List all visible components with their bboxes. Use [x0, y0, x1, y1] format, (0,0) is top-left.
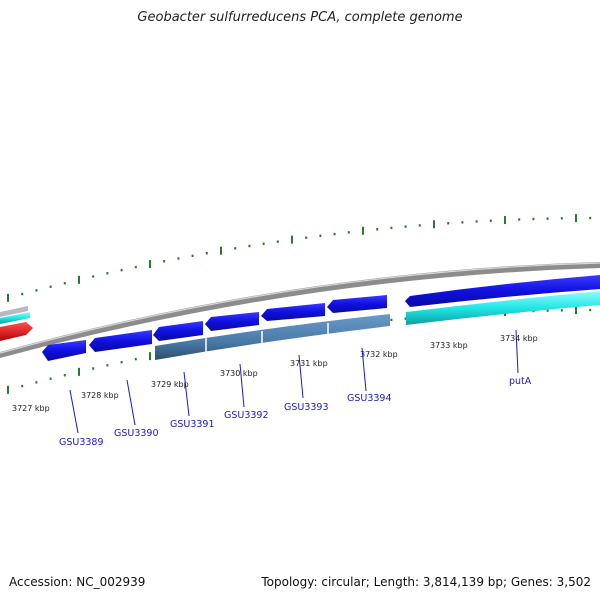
kbp-label: 3730 kbp — [220, 369, 258, 378]
steel-feature-band — [155, 314, 390, 360]
gene-arrow-GSU3392 — [205, 312, 259, 331]
gene-name-labels: GSU3389 GSU3390 GSU3391 GSU3392 GSU3393 … — [59, 376, 532, 448]
gene-label-GSU3391[interactable]: GSU3391 — [170, 419, 215, 430]
forward-strand-genes — [405, 275, 600, 325]
red-feature-arrow — [0, 322, 33, 341]
gene-label-GSU3392[interactable]: GSU3392 — [224, 410, 269, 421]
gene-label-GSU3390[interactable]: GSU3390 — [114, 428, 159, 439]
outer-scale-ticks — [7, 214, 592, 302]
gene-arrow-GSU3394 — [327, 295, 387, 313]
left-partial-features — [0, 306, 33, 341]
label-leader-lines — [69, 329, 519, 434]
kbp-label: 3733 kbp — [430, 341, 468, 350]
gene-arrow-putA — [405, 275, 600, 307]
kbp-scale-labels: 3727 kbp 3728 kbp 3729 kbp 3730 kbp 3731… — [12, 334, 538, 413]
gene-arrow-GSU3393 — [261, 303, 325, 321]
gene-arrow-GSU3389 — [42, 340, 86, 361]
kbp-label: 3731 kbp — [290, 359, 328, 368]
gene-arrow-GSU3391 — [153, 321, 203, 341]
kbp-label: 3728 kbp — [81, 391, 119, 400]
gene-label-putA[interactable]: putA — [509, 376, 532, 387]
reverse-strand-genes — [42, 295, 387, 361]
genome-summary-text: Topology: circular; Length: 3,814,139 bp… — [261, 575, 591, 589]
kbp-label: 3734 kbp — [500, 334, 538, 343]
kbp-label: 3727 kbp — [12, 404, 50, 413]
kbp-label: 3729 kbp — [151, 380, 189, 389]
kbp-label: 3732 kbp — [360, 350, 398, 359]
gene-label-GSU3389[interactable]: GSU3389 — [59, 437, 104, 448]
gene-label-GSU3394[interactable]: GSU3394 — [347, 393, 392, 404]
map-title: Geobacter sulfurreducens PCA, complete g… — [137, 10, 463, 25]
accession-text: Accession: NC_002939 — [9, 575, 146, 589]
gene-arrow-highlight — [406, 291, 600, 325]
gene-label-GSU3393[interactable]: GSU3393 — [284, 402, 329, 413]
gene-arrow-GSU3390 — [89, 330, 152, 352]
